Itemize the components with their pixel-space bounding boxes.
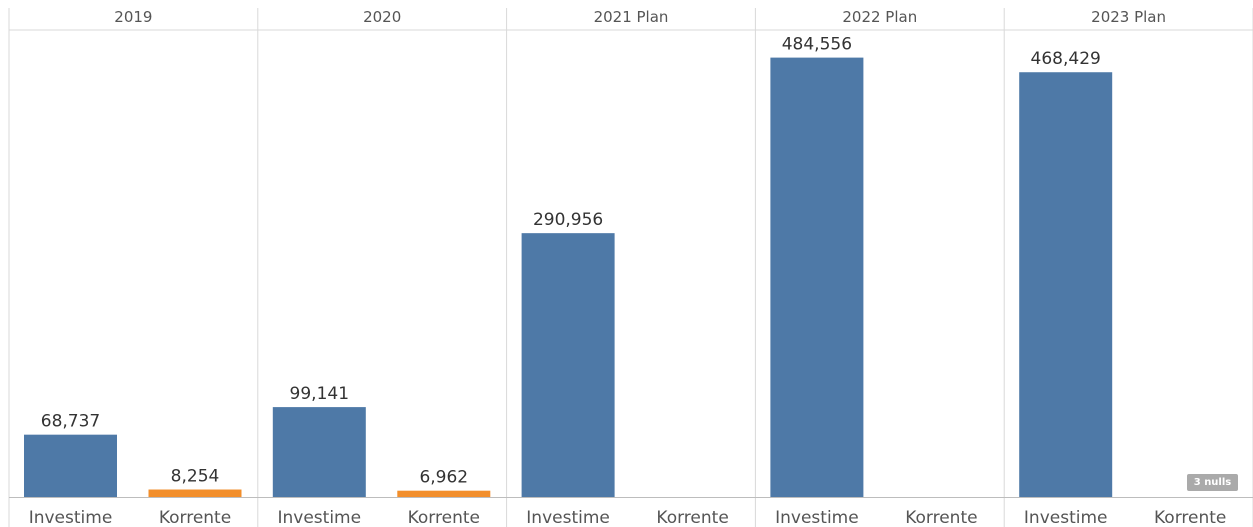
panel-header-2020: 2020	[363, 8, 401, 26]
data-label-2019-investime: 68,737	[41, 412, 100, 432]
bar-2021-plan-investime	[521, 233, 615, 497]
bar-2020-korrente	[397, 490, 491, 497]
x-tick-label-2020-investime: Investime	[278, 508, 362, 527]
panel-header-2019: 2019	[114, 8, 152, 26]
bar-2019-korrente	[148, 489, 242, 497]
x-tick-label-2022-plan-investime: Investime	[775, 508, 859, 527]
bar-2023-plan-investime	[1019, 72, 1113, 497]
x-tick-label-2023-plan-investime: Investime	[1024, 508, 1108, 527]
data-label-2022-plan-investime: 484,556	[782, 35, 852, 55]
x-tick-label-2021-plan-investime: Investime	[526, 508, 610, 527]
nulls-indicator-badge[interactable]: 3 nulls	[1187, 474, 1238, 491]
data-label-2023-plan-investime: 468,429	[1031, 49, 1101, 69]
panel-header-2021-plan: 2021 Plan	[594, 8, 669, 26]
data-label-2020-korrente: 6,962	[419, 468, 468, 488]
x-tick-label-2023-plan-korrente: Korrente	[1154, 508, 1226, 527]
data-label-2019-korrente: 8,254	[171, 467, 220, 487]
x-tick-label-2020-korrente: Korrente	[408, 508, 480, 527]
bar-2020-investime	[272, 407, 366, 497]
x-tick-label-2022-plan-korrente: Korrente	[905, 508, 977, 527]
x-tick-label-2021-plan-korrente: Korrente	[656, 508, 728, 527]
x-tick-label-2019-korrente: Korrente	[159, 508, 231, 527]
data-label-2020-investime: 99,141	[290, 384, 349, 404]
bar-2022-plan-investime	[770, 57, 864, 497]
x-tick-label-2019-investime: Investime	[29, 508, 113, 527]
panel-header-2023-plan: 2023 Plan	[1091, 8, 1166, 26]
data-label-2021-plan-investime: 290,956	[533, 210, 603, 230]
panel-header-2022-plan: 2022 Plan	[842, 8, 917, 26]
bar-2019-investime	[24, 434, 117, 497]
